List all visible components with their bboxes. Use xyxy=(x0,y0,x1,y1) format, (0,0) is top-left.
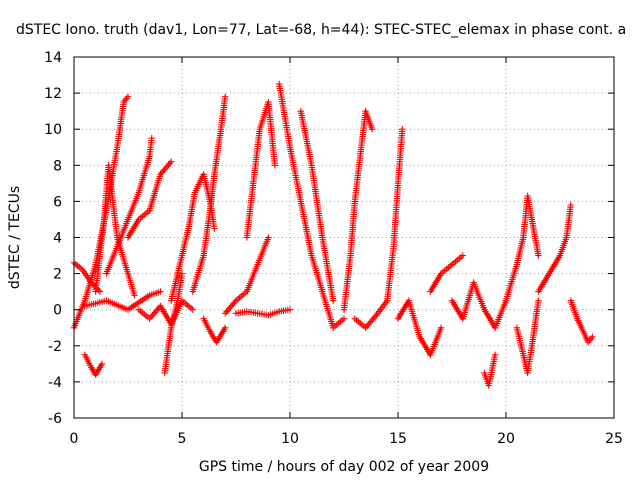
series-arc-04 xyxy=(103,135,155,277)
x-tick-label: 15 xyxy=(389,431,407,447)
data-point-marks xyxy=(535,201,574,295)
x-axis-label: GPS time / hours of day 002 of year 2009 xyxy=(199,459,489,475)
y-tick-label: -2 xyxy=(48,339,62,355)
series-arc-19 xyxy=(351,297,391,331)
series-arc-20 xyxy=(384,126,406,304)
data-point-marks xyxy=(189,93,229,295)
y-tick-label: -6 xyxy=(48,411,62,427)
y-tick-label: 12 xyxy=(44,86,62,102)
series-arc-21 xyxy=(394,297,445,358)
data-point-marks xyxy=(124,158,175,241)
series-arc-26 xyxy=(513,297,542,377)
x-tick-label: 20 xyxy=(497,431,515,447)
y-tick-label: 6 xyxy=(53,194,62,210)
y-tick-label: -4 xyxy=(48,375,62,391)
series-arc-03 xyxy=(81,351,106,378)
x-tick-label: 0 xyxy=(70,431,79,447)
data-point-marks xyxy=(232,306,294,319)
y-tick-label: 2 xyxy=(53,267,62,283)
series-arc-24 xyxy=(481,351,499,389)
series-arc-23 xyxy=(448,279,510,331)
x-tick-label: 5 xyxy=(178,431,187,447)
data-point-marks xyxy=(502,192,542,304)
y-axis-label: dSTEC / TECUs xyxy=(7,186,23,289)
chart-title: dSTEC Iono. truth (dav1, Lon=77, Lat=-68… xyxy=(16,22,626,38)
y-tick-label: 14 xyxy=(44,50,62,66)
data-point-marks xyxy=(103,135,155,277)
data-point-marks xyxy=(92,162,138,299)
x-tick-label: 25 xyxy=(605,431,623,447)
series-arc-25 xyxy=(502,192,542,304)
data-point-marks xyxy=(297,108,337,304)
data-point-marks xyxy=(567,297,596,346)
grid-layer xyxy=(74,57,614,418)
series-arc-12 xyxy=(200,315,229,346)
y-axis-ticks: -6 -4 -2 0 2 4 6 8 10 12 14 xyxy=(44,50,614,427)
x-tick-label: 10 xyxy=(281,431,299,447)
data-point-marks xyxy=(394,297,445,358)
series-arc-28 xyxy=(567,297,596,346)
series-arc-17 xyxy=(297,108,337,304)
data-point-marks xyxy=(351,297,391,331)
data-point-marks xyxy=(340,108,376,313)
x-axis-ticks: 0 5 10 15 20 25 xyxy=(70,57,623,447)
series-arc-15 xyxy=(232,306,294,319)
series-arc-06 xyxy=(124,158,175,241)
data-point-marks xyxy=(81,288,164,313)
series-arc-27 xyxy=(535,201,574,295)
marks-layer xyxy=(70,80,596,389)
series-arc-18 xyxy=(340,108,376,313)
series-arc-05 xyxy=(92,162,138,299)
y-tick-label: 8 xyxy=(53,158,62,174)
series-arc-16 xyxy=(276,80,348,331)
data-point-marks xyxy=(200,315,229,346)
data-point-marks xyxy=(276,80,348,331)
series-arc-13 xyxy=(222,234,272,317)
y-tick-label: 0 xyxy=(53,303,62,319)
data-point-marks xyxy=(448,279,510,331)
data-point-marks xyxy=(427,252,466,295)
series-arc-11 xyxy=(189,93,229,295)
y-tick-label: 10 xyxy=(44,122,62,138)
data-point-marks xyxy=(161,270,186,377)
series-arc-22 xyxy=(427,252,466,295)
y-tick-label: 4 xyxy=(53,231,62,247)
data-point-marks xyxy=(481,351,499,389)
data-point-marks xyxy=(384,126,406,304)
data-point-marks xyxy=(81,351,106,378)
data-point-marks xyxy=(513,297,542,377)
data-point-marks xyxy=(222,234,272,317)
data-point-marks xyxy=(243,98,279,241)
series-arc-09 xyxy=(161,270,186,377)
series-arc-14 xyxy=(243,98,279,241)
series-arc-07 xyxy=(81,288,164,313)
